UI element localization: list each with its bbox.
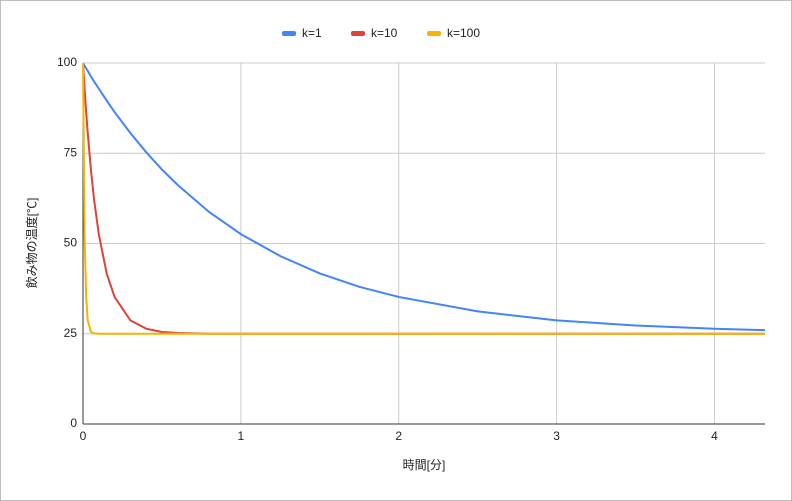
series-line xyxy=(82,62,765,335)
x-tick-label: 4 xyxy=(711,429,718,443)
y-tick-label: 25 xyxy=(64,326,78,340)
x-axis-label: 時間[分] xyxy=(403,458,446,472)
legend-swatch xyxy=(427,31,441,36)
series-line xyxy=(82,62,766,332)
y-tick-label: 100 xyxy=(57,55,77,69)
series-line xyxy=(82,62,765,335)
legend-label: k=100 xyxy=(447,26,480,40)
legend-label: k=10 xyxy=(371,26,398,40)
legend-swatch xyxy=(282,31,296,36)
y-axis-label: 飲み物の温度[℃] xyxy=(24,198,39,289)
y-tick-label: 75 xyxy=(64,145,78,159)
legend-label: k=1 xyxy=(302,26,322,40)
y-tick-label: 0 xyxy=(70,416,77,430)
y-tick-label: 50 xyxy=(64,236,78,250)
x-tick-label: 3 xyxy=(553,429,560,443)
legend-swatch xyxy=(351,31,365,36)
x-tick-label: 0 xyxy=(80,429,87,443)
x-tick-label: 1 xyxy=(238,429,245,443)
x-tick-label: 2 xyxy=(395,429,402,443)
